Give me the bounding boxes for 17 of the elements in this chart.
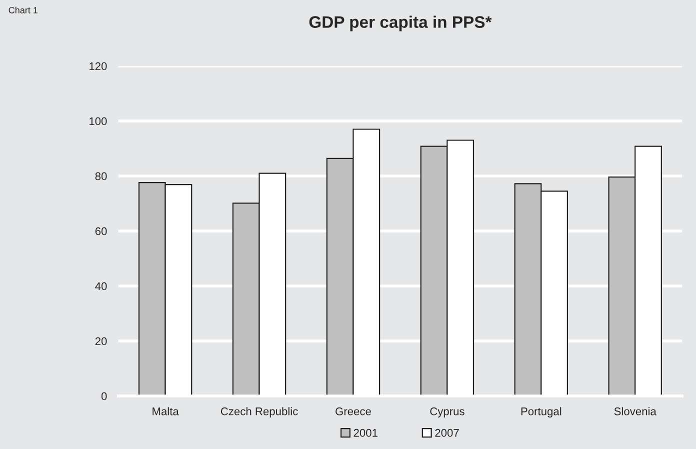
x-tick-label: Czech Republic [220, 407, 298, 418]
y-tick-label: 60 [95, 227, 107, 236]
x-tick-label: Cyprus [430, 407, 464, 418]
caption: Chart 1 [8, 6, 38, 14]
x-tick-label: Portugal [521, 407, 562, 418]
y-tick-label: 0 [101, 392, 107, 400]
legend-label: 2007 [435, 428, 459, 437]
y-tick-label: 120 [90, 62, 107, 70]
y-tick-label: 80 [95, 172, 107, 180]
legend-label: 2001 [354, 428, 378, 437]
y-tick-label: 100 [90, 117, 107, 126]
chart-title: GDP per capita in PPS* [309, 16, 492, 32]
y-tick-label: 20 [95, 337, 107, 346]
x-tick-label: Malta [152, 407, 179, 416]
x-tick-label: Slovenia [614, 407, 656, 416]
y-tick-label: 40 [95, 282, 107, 290]
x-tick-label: Greece [336, 407, 371, 416]
